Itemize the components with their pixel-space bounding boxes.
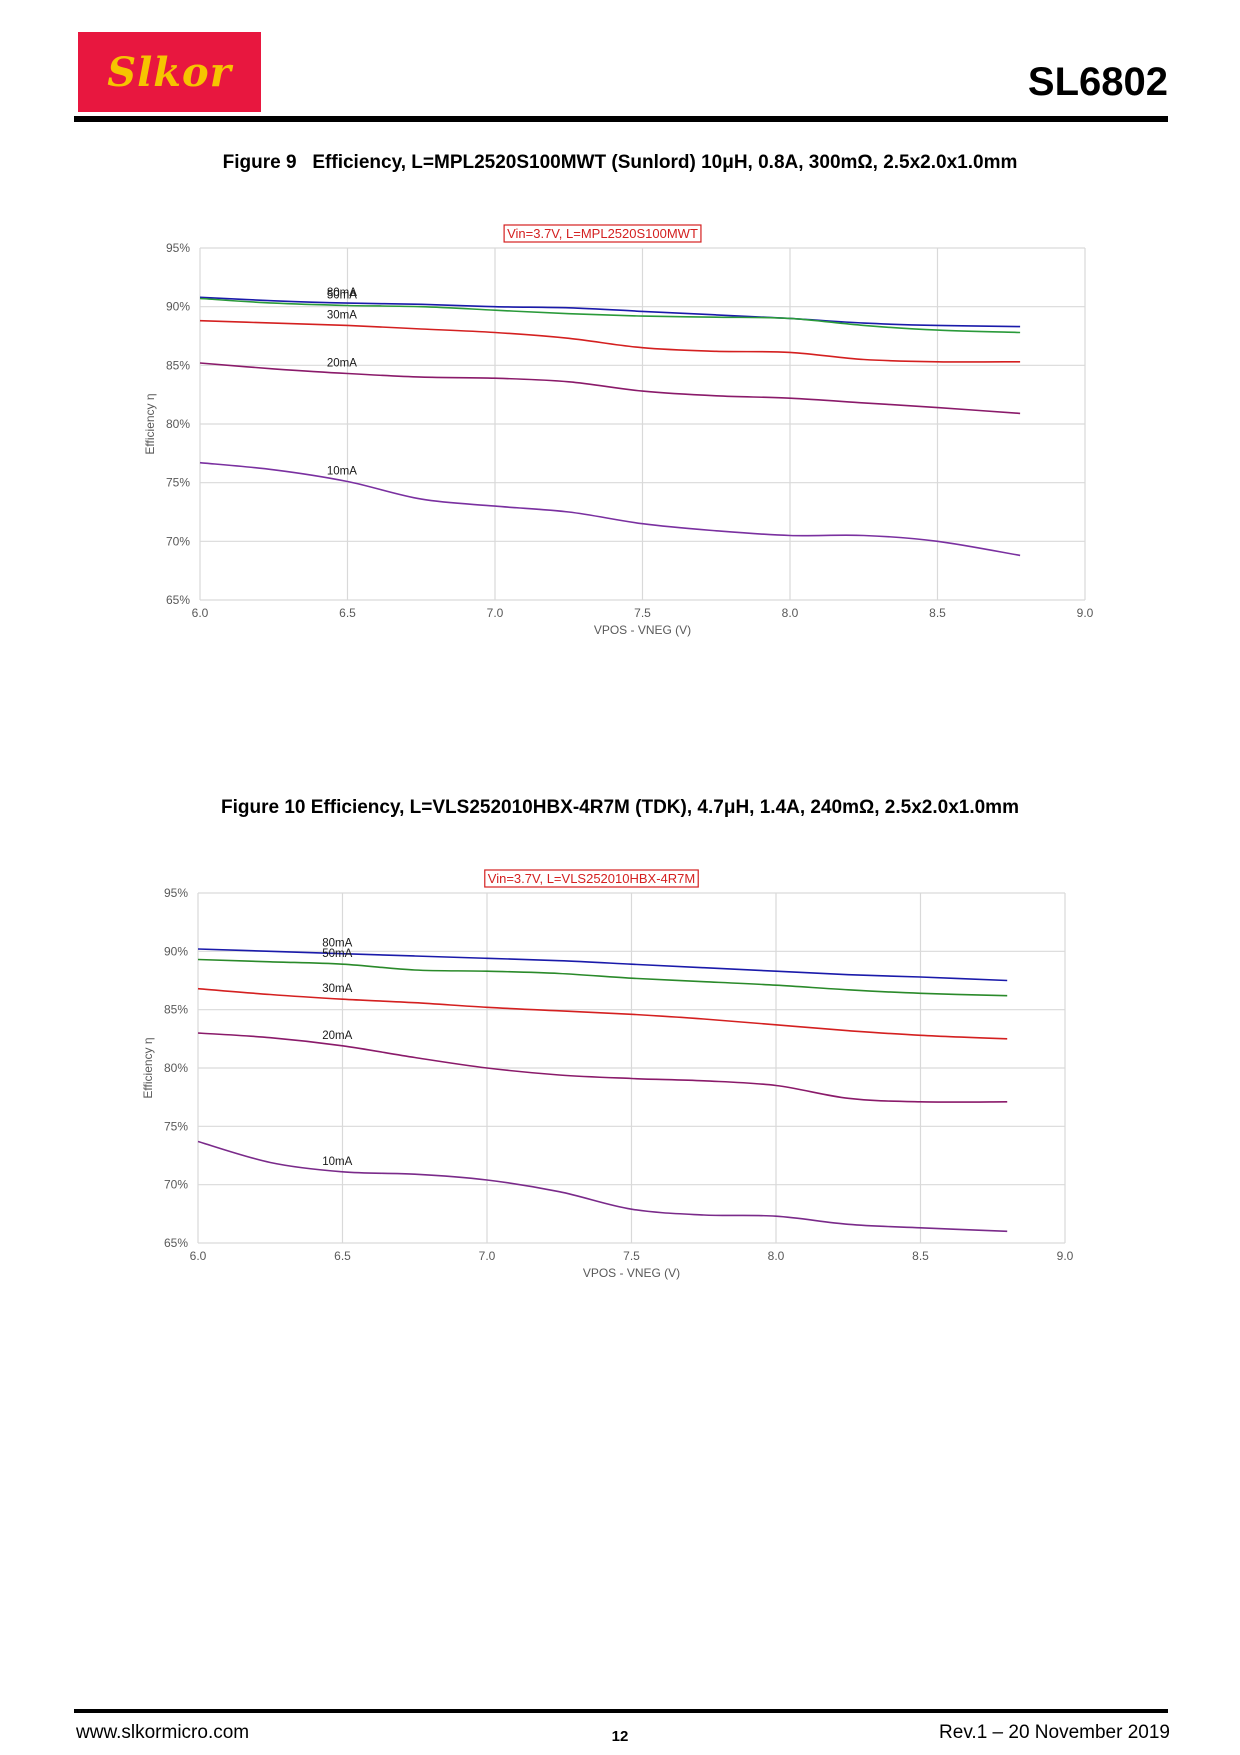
x-tick-label: 8.0 [782, 606, 799, 620]
figure-10-caption: Figure 10 Efficiency, L=VLS252010HBX-4R7… [221, 797, 1019, 818]
figure-9-chart: 6.0 6.5 7.0 7.5 8.0 8.5 9.0 65% 70% 75% 80% 85% 90% 9… [143, 224, 1094, 637]
y-tick-label: 80% [164, 1061, 188, 1075]
y-tick-label: 85% [164, 1003, 188, 1017]
x-tick-label: 6.0 [192, 606, 209, 620]
series-line-30mA [199, 319, 1021, 363]
y-tick-label: 80% [166, 417, 190, 431]
series-line-80mA [199, 296, 1021, 328]
company-logo: Slkor [78, 32, 261, 112]
figure-10-chart: 6.0 6.5 7.0 7.5 8.0 8.5 9.0 65% 70% 75% 80% 85% 90% 9… [141, 869, 1074, 1280]
x-tick-label: 9.0 [1057, 1249, 1074, 1263]
chart-title-box [484, 869, 699, 888]
x-tick-label: 6.5 [339, 606, 356, 620]
y-tick-label: 70% [166, 534, 190, 548]
header-rule [74, 116, 1168, 122]
series-label: 50mA [322, 948, 352, 960]
y-tick-label: 90% [164, 944, 188, 958]
part-number: SL6802 [1027, 60, 1168, 104]
x-axis-label: VPOS - VNEG (V) [594, 623, 691, 637]
y-tick-label: 85% [166, 358, 190, 372]
series-line-50mA [197, 958, 1008, 997]
figure-9-caption: Figure 9 Efficiency, L=MPL2520S100MWT (S… [222, 152, 1018, 173]
x-tick-label: 7.5 [634, 606, 651, 620]
footer-revision: Rev.1 – 20 November 2019 [939, 1722, 1170, 1743]
page-number: 12 [611, 1728, 629, 1745]
series-label: 80mA [327, 287, 357, 299]
series-line-30mA [197, 987, 1008, 1040]
series-line-10mA [199, 461, 1021, 557]
x-tick-label: 7.0 [487, 606, 504, 620]
x-tick-label: 8.5 [929, 606, 946, 620]
series-label: 10mA [327, 465, 357, 477]
series-label: 10mA [322, 1156, 352, 1168]
x-tick-label: 7.0 [479, 1249, 496, 1263]
x-tick-label: 6.5 [334, 1249, 351, 1263]
series-line-20mA [197, 1032, 1008, 1103]
footer-rule [74, 1709, 1168, 1713]
y-tick-label: 65% [164, 1236, 188, 1250]
series-label: 30mA [327, 309, 357, 321]
footer-website: www.slkormicro.com [76, 1722, 250, 1743]
x-tick-label: 8.5 [912, 1249, 929, 1263]
series-line-80mA [197, 948, 1008, 982]
series-label: 80mA [322, 938, 352, 950]
y-tick-label: 75% [164, 1119, 188, 1133]
series-line-20mA [199, 362, 1021, 415]
series-label: 50mA [327, 289, 357, 301]
series-line-10mA [197, 1140, 1008, 1233]
chart-title-box [503, 224, 702, 243]
y-tick-label: 95% [164, 886, 188, 900]
y-tick-label: 75% [166, 476, 190, 490]
series-line-50mA [199, 297, 1021, 334]
x-tick-label: 6.0 [190, 1249, 207, 1263]
x-tick-label: 7.5 [623, 1249, 640, 1263]
y-tick-label: 95% [166, 241, 190, 255]
series-label: 20mA [327, 358, 357, 370]
y-tick-label: 90% [166, 300, 190, 314]
y-axis-label: Efficiency η [143, 393, 157, 454]
chart-title: Vin=3.7V, L=MPL2520S100MWT [507, 226, 698, 241]
chart-title: Vin=3.7V, L=VLS252010HBX-4R7M [488, 871, 695, 886]
series-label: 30mA [322, 983, 352, 995]
series-label: 20mA [322, 1030, 352, 1042]
y-axis-label: Efficiency η [141, 1037, 155, 1098]
y-tick-label: 65% [166, 593, 190, 607]
x-tick-label: 8.0 [768, 1249, 785, 1263]
x-tick-label: 9.0 [1077, 606, 1094, 620]
logo-text: Slkor [107, 48, 232, 96]
y-tick-label: 70% [164, 1178, 188, 1192]
x-axis-label: VPOS - VNEG (V) [583, 1266, 680, 1280]
